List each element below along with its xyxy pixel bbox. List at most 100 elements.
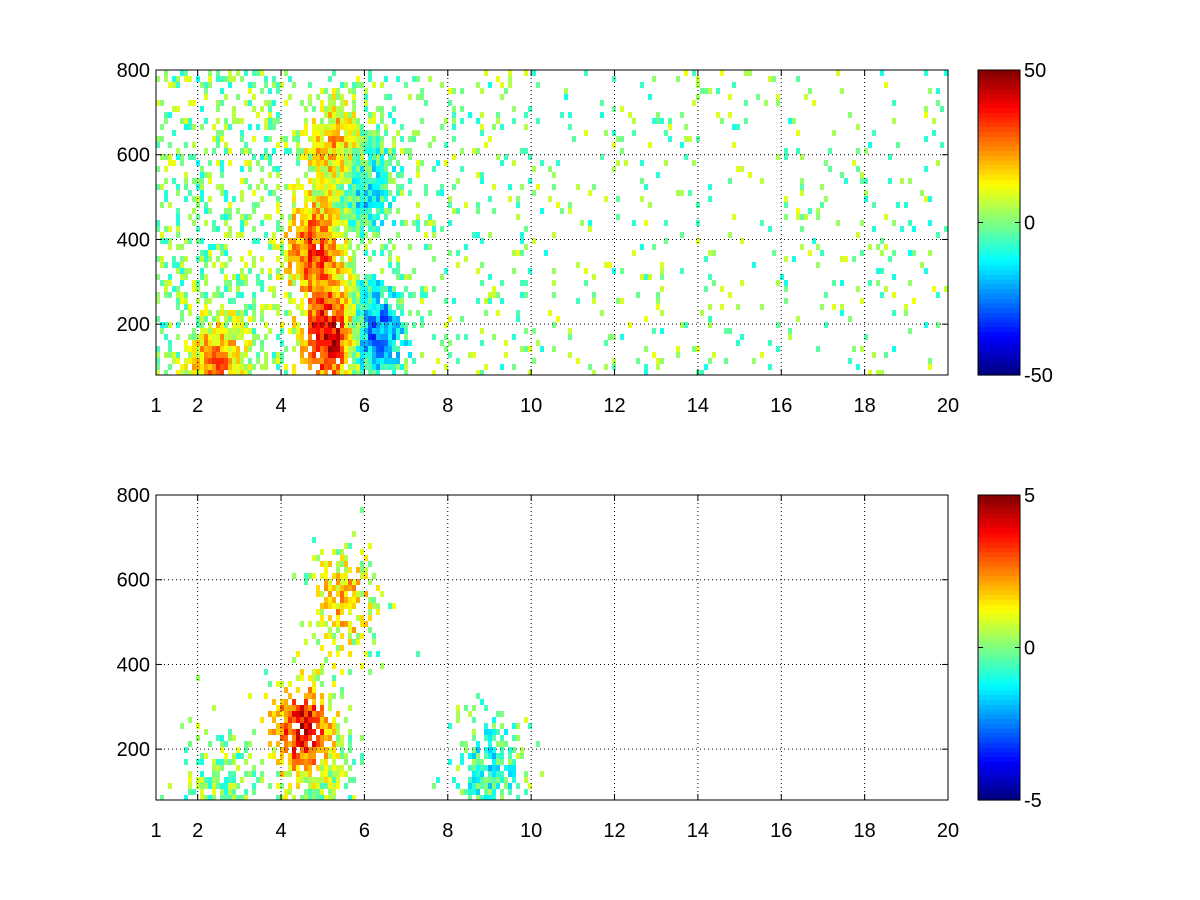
heatmap-cell xyxy=(316,304,320,310)
heatmap-cell xyxy=(408,154,412,160)
heatmap-cell xyxy=(300,298,304,304)
heatmap-cell xyxy=(388,250,392,256)
heatmap-cell xyxy=(272,747,276,753)
heatmap-cell xyxy=(248,100,252,106)
heatmap-cell xyxy=(516,735,520,741)
heatmap-cell xyxy=(376,609,380,615)
heatmap-cell xyxy=(360,334,364,340)
colorbar-segment xyxy=(978,709,1020,715)
heatmap-cell xyxy=(164,286,168,292)
heatmap-cell xyxy=(280,274,284,280)
heatmap-cell xyxy=(348,256,352,262)
heatmap-cell xyxy=(660,286,664,292)
heatmap-cell xyxy=(344,298,348,304)
heatmap-cell xyxy=(188,268,192,274)
heatmap-cell xyxy=(316,154,320,160)
heatmap-cell xyxy=(236,280,240,286)
heatmap-cell xyxy=(240,118,244,124)
heatmap-cell xyxy=(312,280,316,286)
heatmap-cell xyxy=(360,358,364,364)
heatmap-cell xyxy=(200,340,204,346)
heatmap-cell xyxy=(216,340,220,346)
heatmap-cell xyxy=(216,346,220,352)
heatmap-cell xyxy=(216,256,220,262)
heatmap-cell xyxy=(280,226,284,232)
heatmap-cell xyxy=(340,274,344,280)
heatmap-cell xyxy=(584,70,588,76)
heatmap-cell xyxy=(480,340,484,346)
heatmap-cell xyxy=(448,759,452,765)
heatmap-cell xyxy=(240,334,244,340)
heatmap-cell xyxy=(364,220,368,226)
heatmap-cell xyxy=(268,118,272,124)
heatmap-cell xyxy=(400,292,404,298)
heatmap-cell xyxy=(244,220,248,226)
heatmap-cell xyxy=(184,238,188,244)
heatmap-cell xyxy=(372,130,376,136)
heatmap-cell xyxy=(452,298,456,304)
heatmap-cell xyxy=(348,585,352,591)
heatmap-cell xyxy=(448,352,452,358)
heatmap-cell xyxy=(284,292,288,298)
colorbar-segment xyxy=(978,752,1020,758)
heatmap-cell xyxy=(220,292,224,298)
heatmap-cell xyxy=(352,316,356,322)
heatmap-cell xyxy=(448,340,452,346)
heatmap-cell xyxy=(372,118,376,124)
heatmap-cell xyxy=(776,94,780,100)
heatmap-cell xyxy=(352,795,356,800)
heatmap-cell xyxy=(776,322,780,328)
heatmap-cell xyxy=(312,687,316,693)
heatmap-cell xyxy=(856,364,860,370)
heatmap-cell xyxy=(396,184,400,190)
heatmap-cell xyxy=(312,777,316,783)
heatmap-cell xyxy=(200,759,204,765)
heatmap-cell xyxy=(468,753,472,759)
heatmap-cell xyxy=(404,274,408,280)
heatmap-cell xyxy=(412,322,416,328)
heatmap-cell xyxy=(480,783,484,789)
heatmap-cell xyxy=(252,70,256,76)
heatmap-cell xyxy=(388,94,392,100)
heatmap-cell xyxy=(340,160,344,166)
heatmap-cell xyxy=(356,208,360,214)
heatmap-cell xyxy=(240,777,244,783)
heatmap-cell xyxy=(344,352,348,358)
heatmap-cell xyxy=(228,280,232,286)
heatmap-cell xyxy=(172,160,176,166)
heatmap-cell xyxy=(164,190,168,196)
heatmap-cell xyxy=(348,130,352,136)
heatmap-cell xyxy=(208,777,212,783)
heatmap-cell xyxy=(944,286,948,292)
colorbar-segment xyxy=(978,351,1020,357)
heatmap-cell xyxy=(336,202,340,208)
heatmap-cell xyxy=(340,250,344,256)
heatmap-cell xyxy=(384,214,388,220)
heatmap-cell xyxy=(276,82,280,88)
colorbar-segment xyxy=(978,112,1020,119)
heatmap-cell xyxy=(304,274,308,280)
heatmap-cell xyxy=(480,328,484,334)
heatmap-cell xyxy=(236,364,240,370)
heatmap-cell xyxy=(308,777,312,783)
heatmap-cell xyxy=(216,142,220,148)
heatmap-cell xyxy=(312,184,316,190)
heatmap-cell xyxy=(188,370,192,375)
heatmap-cell xyxy=(204,783,208,789)
heatmap-cell xyxy=(428,76,432,82)
heatmap-cell xyxy=(336,334,340,340)
heatmap-cell xyxy=(188,76,192,82)
heatmap-cell xyxy=(392,196,396,202)
heatmap-cell xyxy=(864,190,868,196)
colorbar-segment xyxy=(978,136,1020,143)
heatmap-cell xyxy=(352,154,356,160)
heatmap-cell xyxy=(240,166,244,172)
colorbar-segment xyxy=(978,776,1020,782)
heatmap-cell xyxy=(288,741,292,747)
heatmap-cell xyxy=(256,352,260,358)
heatmap-cell xyxy=(328,94,332,100)
heatmap-cell xyxy=(336,142,340,148)
heatmap-cell xyxy=(524,280,528,286)
colorbar-segment xyxy=(978,676,1020,682)
heatmap-cell xyxy=(496,112,500,118)
